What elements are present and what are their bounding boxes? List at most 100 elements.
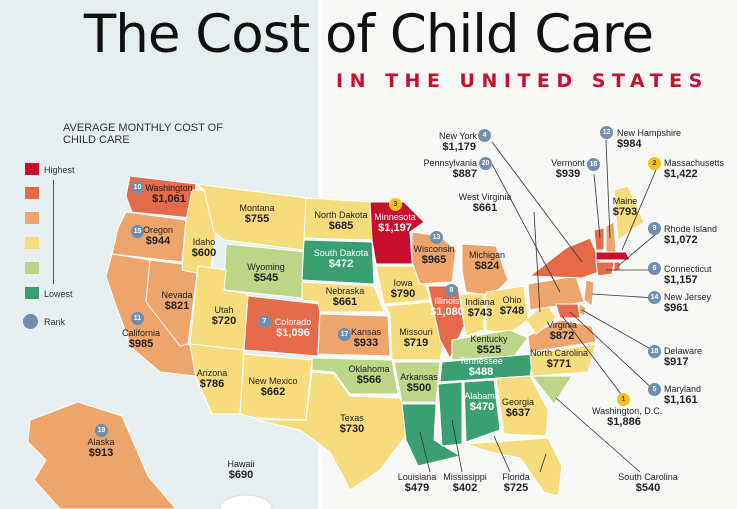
label-arizona: Arizona $786 [196,368,228,390]
label-missouri: Missouri $719 [399,327,433,349]
map-state-kentucky [451,329,529,361]
label-arkansas: Arkansas $500 [400,372,438,394]
map-state-south-dakota [301,239,375,285]
label-iowa: Iowa $790 [390,278,416,300]
map-state-new-mexico [239,353,313,421]
label-washington: Washington $1,061 [145,183,193,205]
rank-badge-rhode-island: 9 [648,222,661,235]
label-wyoming: Wyoming $545 [247,262,285,284]
label-connecticut: Connecticut $1,157 [664,264,712,286]
label-delaware: Delaware $917 [664,346,703,368]
map-state-indiana [459,293,485,337]
map-state-vermont [593,227,605,251]
map-state-colorado [243,295,321,357]
rank-badge-alaska: 19 [95,424,108,437]
label-hawaii: Hawaii $690 [227,459,255,481]
map-state-florida [465,437,563,497]
label-nebraska: Nebraska $661 [325,286,365,308]
map-state-arizona [189,343,245,415]
map-state-new-york [529,237,605,279]
map-state-georgia [495,375,549,437]
rank-badge-maryland: 5 [648,383,661,396]
label-colorado: Colorado $1,096 [274,317,312,339]
label-vermont: Vermont $939 [551,158,585,180]
map-state-arkansas [393,361,441,403]
leader-lines [419,139,657,473]
legend-label-highest: Highest [44,165,75,175]
label-ohio: Ohio $748 [499,295,525,317]
label-illinois: Illinois $1,080 [430,296,464,318]
map-hawaii-inset [219,494,273,509]
map-state-kansas [317,313,391,357]
map-state-new-hampshire [605,221,617,253]
label-new-york: New York $1,179 [439,131,478,153]
page-title: The Cost of Child Care [83,4,654,65]
rank-badge-pennsylvania: 20 [479,157,492,170]
map-state-nebraska [301,281,385,313]
label-indiana: Indiana $743 [465,297,495,319]
label-new-hampshire: New Hampshire $984 [617,128,682,150]
rank-badge-colorado: 7 [258,315,271,328]
rank-badge-wisconsin: 13 [430,231,443,244]
legend-swatch-lowest [25,287,39,299]
label-west-virginia: West Virginia $661 [458,192,512,214]
rank-badge-vermont: 16 [587,158,600,171]
map-state-rhode-island [613,261,621,273]
map-state-south-carolina [531,375,573,405]
rank-badge-delaware: 18 [648,345,661,358]
rank-badge-new-hampshire: 12 [600,126,613,139]
label-north-carolina: North Carolina $771 [529,348,589,370]
label-maine: Maine $793 [612,196,638,218]
map-state-alaska [27,401,177,509]
label-wisconsin: Wisconsin $965 [413,244,455,266]
legend-swatch-2 [25,187,39,199]
rank-badge-california: 11 [131,312,144,325]
legend-label-rank: Rank [44,317,66,327]
map-state-missouri [385,301,445,361]
label-alabama: Alabama $470 [464,391,500,413]
label-new-mexico: New Mexico $662 [248,376,298,398]
label-mississippi: Mississippi $402 [443,472,487,494]
rank-badge-massachusetts: 2 [648,157,661,170]
map-state-maine [613,185,645,241]
label-new-jersey: New Jersey $961 [664,292,712,314]
legend-swatch-highest [25,163,39,175]
label-utah: Utah $720 [211,305,237,327]
label-montana: Montana $755 [239,203,275,225]
page-subtitle: IN THE UNITED STATES [336,70,709,92]
legend-swatch-4 [25,237,39,249]
label-oklahoma: Oklahoma $566 [348,364,390,386]
legend-rank-dot [23,314,38,329]
label-minnesota: Minnesota $1,197 [374,212,416,234]
label-oregon: Oregon $944 [142,225,174,247]
rank-badge-minnesota: 3 [389,198,402,211]
map-state-new-jersey [583,279,595,307]
label-florida: Florida $725 [502,472,530,494]
rank-badge-new-york: 4 [478,129,491,142]
label-virginia: Virginia $872 [547,320,577,342]
legend-label-lowest: Lowest [44,289,73,299]
rank-badge-washington-dc: 1 [617,393,630,406]
map-state-mississippi [437,381,463,447]
legend-swatch-5 [25,262,39,274]
map-state-louisiana [401,403,461,467]
rank-badge-new-jersey: 14 [648,291,661,304]
map-state-alabama [463,379,501,443]
label-south-dakota: South Dakota $472 [313,248,369,270]
map-state-ohio [485,285,529,335]
legend-title: AVERAGE MONTHLY COST OF CHILD CARE [63,122,223,146]
label-texas: Texas $730 [339,413,365,435]
map-state-texas [255,371,411,491]
label-massachusetts: Massachusetts $1,422 [664,158,725,180]
label-alaska: Alaska $913 [87,437,115,459]
map-state-oregon [111,211,187,263]
label-pennsylvania: Pennsylvania $887 [423,158,477,180]
map-state-minnesota [369,201,425,265]
rank-badge-connecticut: 6 [648,262,661,275]
map-state-pennsylvania [527,275,585,311]
label-south-carolina: South Carolina $540 [618,472,678,494]
label-nevada: Nevada $821 [161,290,193,312]
label-tennessee: Tennessee $488 [459,356,503,378]
map-state-connecticut [595,261,615,277]
